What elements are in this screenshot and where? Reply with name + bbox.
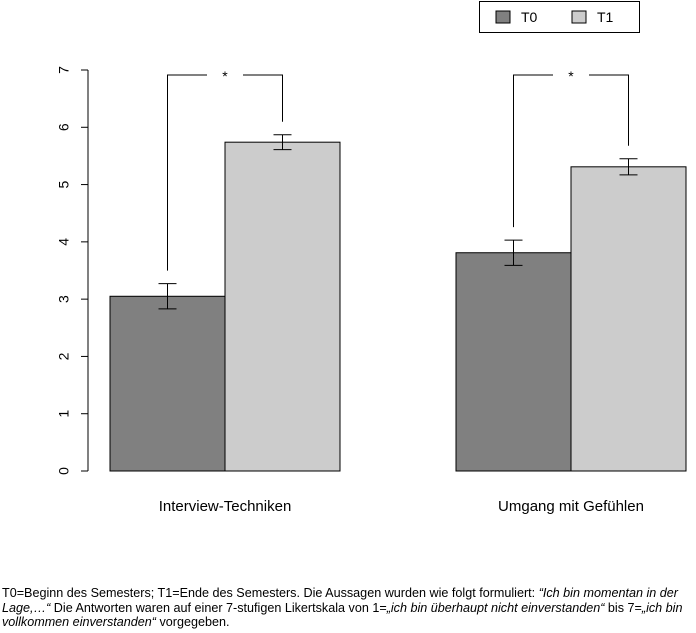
legend: T0 T1 <box>479 1 640 33</box>
significance-bracket-left <box>167 74 207 271</box>
error-bars <box>158 134 638 310</box>
bar-group <box>109 141 687 472</box>
y-tick-label: 7 <box>56 66 72 74</box>
bar <box>224 141 341 472</box>
legend-label: T0 <box>521 9 538 25</box>
bar <box>109 295 226 472</box>
significance-star: * <box>222 68 228 84</box>
caption-quote-3: „ich bin vollkommen einverstanden“ <box>2 600 683 630</box>
caption-quote-1: “Ich bin momentan in der Lage,…“ <box>2 586 678 615</box>
bar <box>455 252 572 472</box>
legend-label: T1 <box>597 9 614 25</box>
significance-star: * <box>568 68 574 84</box>
x-axis-labels: Interview-Techniken Umgang mit Gefühlen <box>159 498 644 515</box>
significance-bracket-right <box>589 74 629 146</box>
y-tick-label: 2 <box>56 352 72 360</box>
bar <box>570 166 687 472</box>
y-tick-label: 5 <box>56 180 72 188</box>
y-tick-label: 3 <box>56 295 72 303</box>
caption-quote-2: „ich bin überhaupt nicht einverstanden“ <box>386 600 605 615</box>
caption-text-1: T0=Beginn des Semesters; T1=Ende des Sem… <box>2 586 539 600</box>
y-tick-label: 1 <box>56 410 72 418</box>
legend-swatch <box>495 10 511 24</box>
significance-brackets: * * <box>167 68 629 271</box>
x-category-label: Umgang mit Gefühlen <box>498 498 644 515</box>
legend-swatch <box>571 10 587 24</box>
x-category-label: Interview-Techniken <box>159 498 292 515</box>
significance-bracket-left <box>513 74 553 228</box>
significance-bracket-right <box>243 74 283 122</box>
y-tick-label: 4 <box>56 238 72 246</box>
caption-text-2: Die Antworten waren auf einer 7-stufigen… <box>50 600 387 615</box>
y-tick-label: 6 <box>56 123 72 131</box>
caption-text-3: bis 7= <box>604 600 642 615</box>
y-axis: 0 1 2 3 4 5 6 7 <box>56 66 89 475</box>
y-tick-label: 0 <box>56 467 72 475</box>
caption-text-4: vorgegeben. <box>156 615 230 630</box>
figure-caption: T0=Beginn des Semesters; T1=Ende des Sem… <box>2 586 696 630</box>
